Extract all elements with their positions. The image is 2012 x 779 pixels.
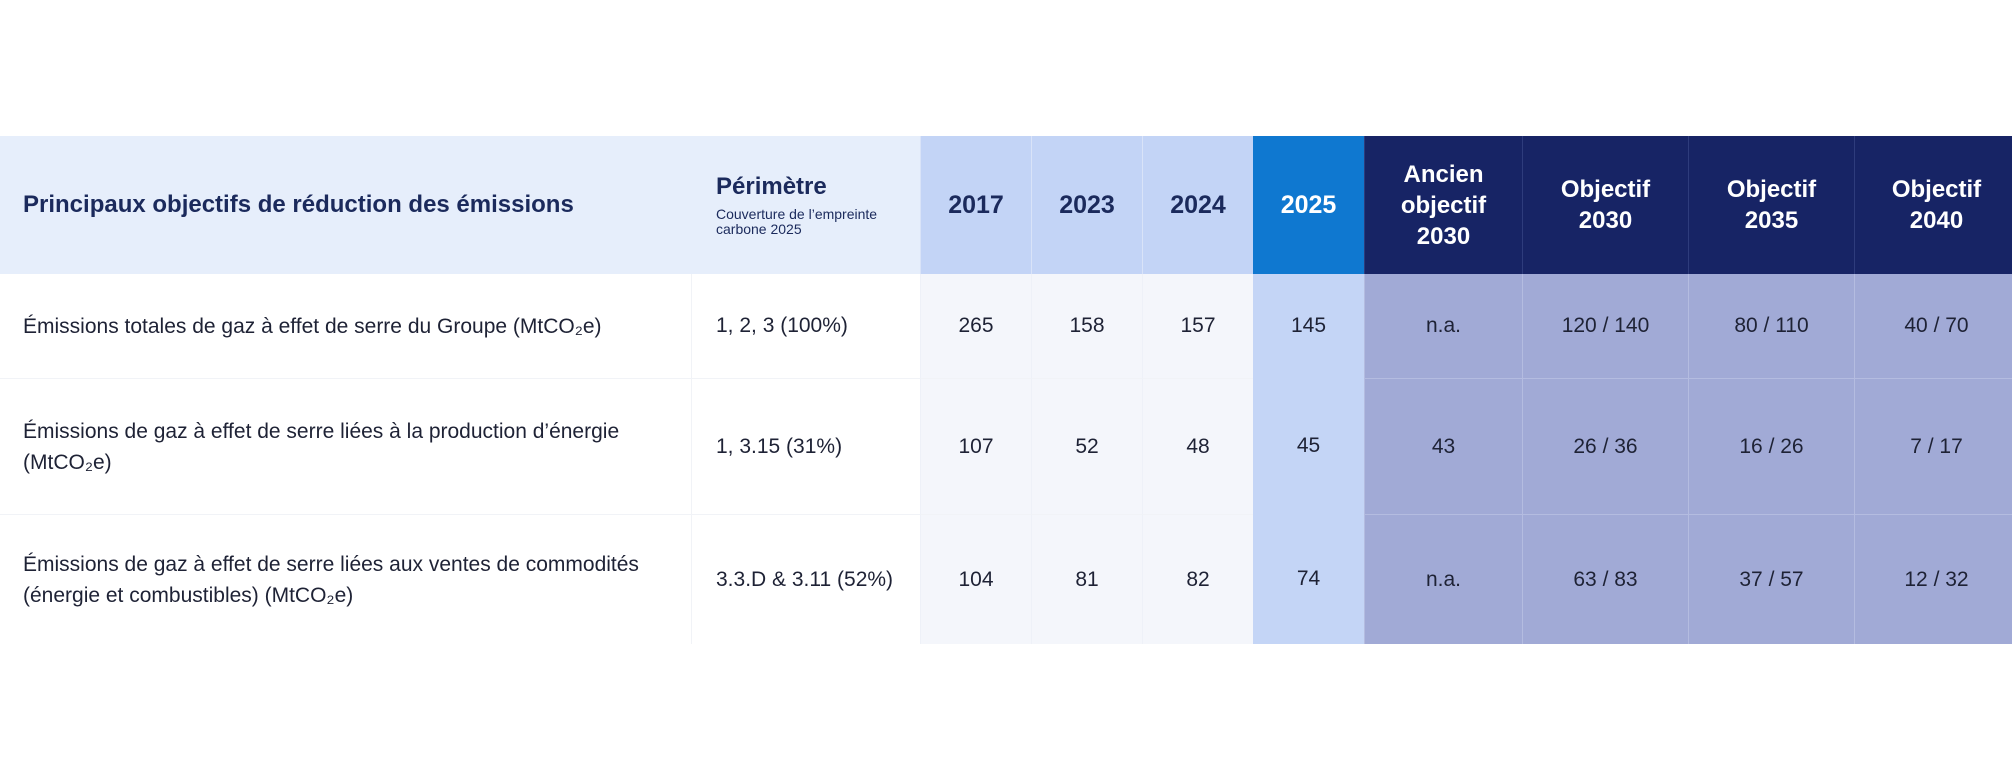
cell-2024: 82 [1142, 514, 1253, 644]
cell-objectif-2040: 40 / 70 [1854, 274, 2012, 378]
header-ancien-line-3: 2030 [1416, 222, 1471, 250]
header-obj2035-line-1: Objectif [1726, 176, 1817, 203]
cell-objectif-2030: 63 / 83 [1522, 514, 1688, 644]
header-objectif-2030: Objectif 2030 [1522, 136, 1688, 274]
header-objectif-2035: Objectif 2035 [1688, 136, 1854, 274]
header-obj2030-line-2: 2030 [1578, 207, 1633, 234]
header-obj2035-line-2: 2035 [1744, 207, 1799, 234]
cell-objectif-2030: 26 / 36 [1522, 378, 1688, 514]
cell-ancien-objectif-2030: n.a. [1364, 274, 1522, 378]
cell-objectif-2040: 7 / 17 [1854, 378, 2012, 514]
cell-objectif-2040: 12 / 32 [1854, 514, 2012, 644]
row-label-line-2: (MtCO₂e) [23, 450, 112, 474]
cell-2025: 145 [1253, 274, 1364, 378]
cell-objectif-2035: 16 / 26 [1688, 378, 1854, 514]
row-perimetre: 3.3.D & 3.11 (52%) [692, 514, 920, 644]
cell-objectif-2035: 37 / 57 [1688, 514, 1854, 644]
header-perimetre-label: Périmètre [716, 173, 827, 200]
row-label-line-2: (énergie et combustibles) (MtCO₂e) [23, 583, 354, 607]
header-obj2030-line-1: Objectif [1560, 176, 1651, 203]
row-label: Émissions de gaz à effet de serre liées … [0, 514, 692, 644]
cell-2017: 104 [920, 514, 1031, 644]
header-ancien-objectif-2030: Ancien objectif 2030 [1364, 136, 1522, 274]
cell-objectif-2035: 80 / 110 [1688, 274, 1854, 378]
header-ancien-line-2: objectif [1400, 191, 1487, 219]
row-label-line-1: Émissions totales de gaz à effet de serr… [23, 314, 602, 338]
cell-ancien-objectif-2030: 43 [1364, 378, 1522, 514]
cell-2017: 265 [920, 274, 1031, 378]
cell-2025: 45 [1253, 378, 1364, 514]
cell-2017: 107 [920, 378, 1031, 514]
header-perimetre-subtitle: Couverture de l’empreinte carbone 2025 [716, 206, 878, 237]
row-label-line-1: Émissions de gaz à effet de serre liées … [23, 552, 639, 576]
row-label-line-1: Émissions de gaz à effet de serre liées … [23, 419, 620, 443]
cell-2023: 81 [1031, 514, 1142, 644]
cell-2023: 158 [1031, 274, 1142, 378]
header-year-2023: 2023 [1031, 136, 1142, 274]
cell-2023: 52 [1031, 378, 1142, 514]
cell-ancien-objectif-2030: n.a. [1364, 514, 1522, 644]
cell-2024: 48 [1142, 378, 1253, 514]
cell-objectif-2030: 120 / 140 [1522, 274, 1688, 378]
row-label: Émissions de gaz à effet de serre liées … [0, 378, 692, 514]
row-perimetre: 1, 3.15 (31%) [692, 378, 920, 514]
header-ancien-line-1: Ancien [1403, 160, 1484, 188]
header-obj2040-line-1: Objectif [1891, 176, 1982, 203]
emissions-objectives-table: Principaux objectifs de réduction des ém… [0, 136, 2012, 644]
header-year-2025: 2025 [1253, 136, 1364, 274]
row-label: Émissions totales de gaz à effet de serr… [0, 274, 692, 378]
cell-2024: 157 [1142, 274, 1253, 378]
cell-2025: 74 [1253, 514, 1364, 644]
header-perimetre: Périmètre Couverture de l’empreinte carb… [692, 136, 920, 274]
header-year-2024: 2024 [1142, 136, 1253, 274]
row-perimetre: 1, 2, 3 (100%) [716, 314, 848, 337]
header-year-2017: 2017 [920, 136, 1031, 274]
header-obj2040-line-2: 2040 [1909, 207, 1964, 234]
header-objectif-2040: Objectif 2040 [1854, 136, 2012, 274]
table-title: Principaux objectifs de réduction des ém… [0, 136, 692, 274]
